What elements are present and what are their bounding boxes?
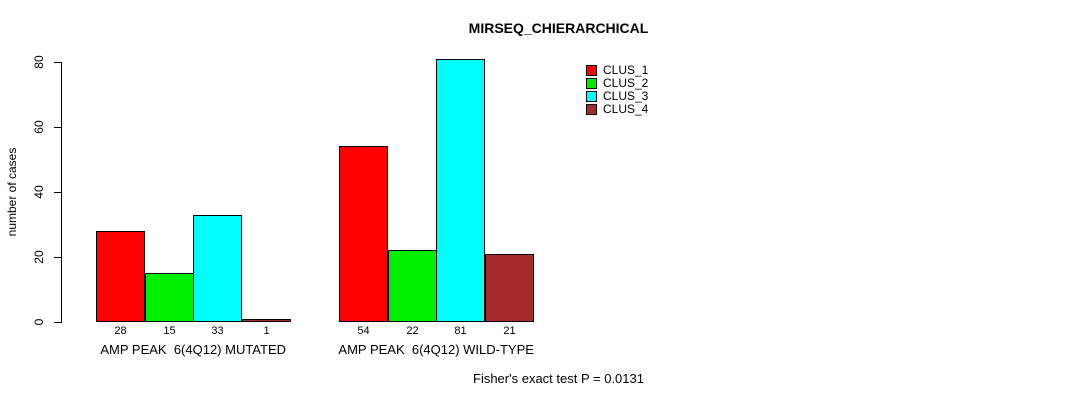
legend-swatch-clus_3	[586, 91, 597, 102]
bar-value-clus_4-group-1: 21	[503, 325, 516, 337]
y-tick-20	[54, 257, 61, 258]
bar-clus_3-group-1	[436, 59, 485, 322]
legend-swatch-clus_1	[586, 65, 597, 76]
chart-title: MIRSEQ_CHIERARCHICAL	[468, 20, 649, 36]
legend-item-clus_4: CLUS_4	[586, 103, 648, 116]
bar-clus_1-group-0	[96, 231, 145, 322]
y-tick-label-40: 40	[32, 185, 46, 199]
legend-swatch-clus_2	[586, 78, 597, 89]
bar-clus_4-group-1	[485, 254, 534, 322]
y-tick-label-0: 0	[32, 318, 46, 326]
legend-label-clus_4: CLUS_4	[603, 102, 649, 116]
bar-value-clus_2-group-0: 15	[163, 325, 176, 337]
y-tick-label-60: 60	[32, 120, 46, 134]
bar-clus_4-group-0	[242, 319, 291, 322]
bar-clus_3-group-0	[193, 215, 242, 322]
bar-value-clus_3-group-1: 81	[454, 325, 467, 337]
bar-value-clus_1-group-0: 28	[114, 325, 127, 337]
bar-value-clus_4-group-0: 1	[263, 325, 270, 337]
y-tick-label-80: 80	[32, 55, 46, 69]
legend-label-clus_3: CLUS_3	[603, 89, 649, 103]
legend-item-clus_3: CLUS_3	[586, 90, 648, 103]
y-axis-line	[61, 62, 62, 323]
legend-item-clus_2: CLUS_2	[586, 77, 648, 90]
group-label-1: AMP PEAK 6(4Q12) WILD-TYPE	[338, 342, 534, 357]
y-tick-label-20: 20	[32, 250, 46, 264]
legend: CLUS_1 CLUS_2 CLUS_3 CLUS_4	[586, 64, 648, 116]
fisher-test-annotation: Fisher's exact test P = 0.0131	[473, 371, 644, 386]
y-axis-label: number of cases	[5, 147, 19, 237]
legend-label-clus_1: CLUS_1	[603, 63, 649, 77]
legend-swatch-clus_4	[586, 104, 597, 115]
bar-value-clus_1-group-1: 54	[357, 325, 370, 337]
bar-value-clus_3-group-0: 33	[211, 325, 224, 337]
bar-clus_1-group-1	[339, 146, 388, 322]
legend-label-clus_2: CLUS_2	[603, 76, 649, 90]
legend-item-clus_1: CLUS_1	[586, 64, 648, 77]
bar-value-clus_2-group-1: 22	[406, 325, 419, 337]
y-tick-40	[54, 192, 61, 193]
y-tick-60	[54, 127, 61, 128]
bar-clus_2-group-0	[145, 273, 194, 322]
group-label-0: AMP PEAK 6(4Q12) MUTATED	[100, 342, 287, 357]
y-tick-80	[54, 62, 61, 63]
bar-clus_2-group-1	[388, 250, 437, 322]
y-tick-0	[54, 322, 61, 323]
